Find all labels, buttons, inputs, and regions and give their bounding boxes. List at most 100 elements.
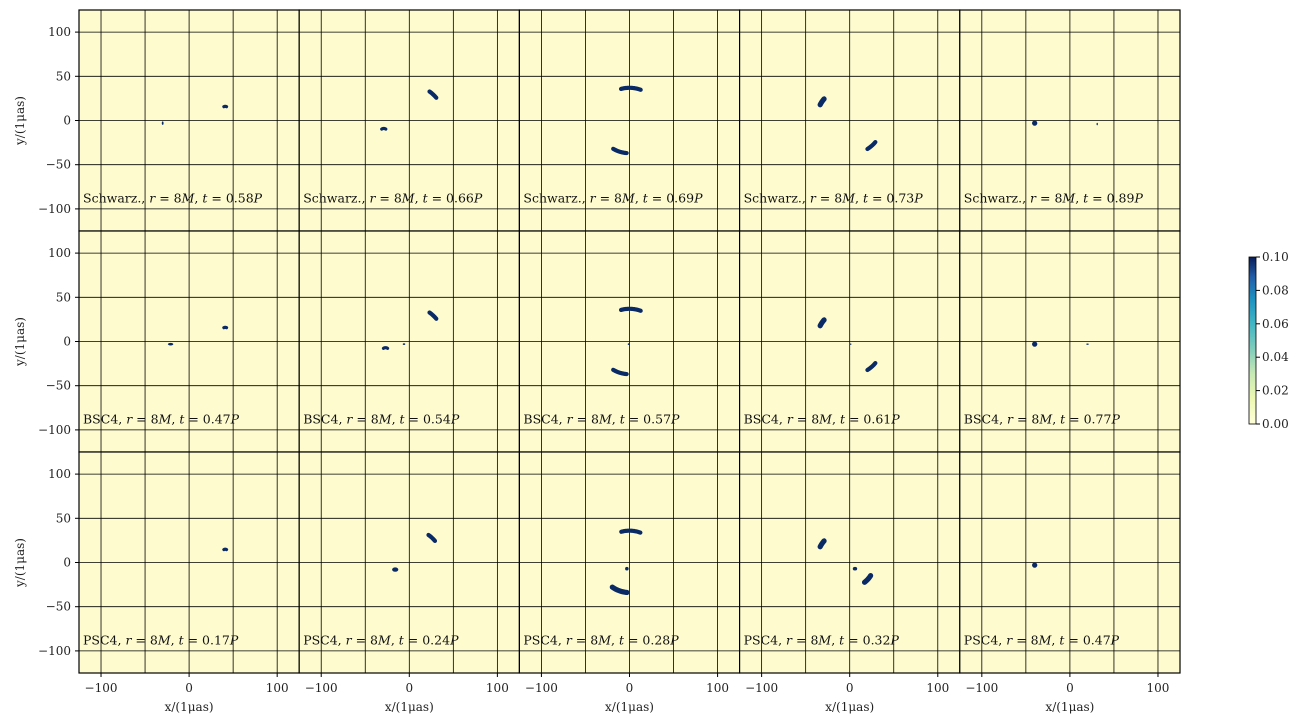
- emission-arc: [426, 532, 438, 544]
- emission-features: [609, 528, 643, 596]
- y-tick-label: −100: [38, 202, 71, 216]
- panel-grid-lines: [959, 452, 1180, 673]
- panel-0-4: Schwarz., r = 8M, t = 0.89P: [959, 9, 1181, 232]
- emission-arc: [427, 89, 439, 100]
- panel-2-2: PSC4, r = 8M, t = 0.28P: [518, 451, 741, 674]
- panel-2-0: PSC4, r = 8M, t = 0.17P: [78, 451, 300, 674]
- panel-grid-lines: [299, 452, 520, 673]
- panel-label: BSC4, r = 8M, t = 0.61P: [744, 411, 901, 426]
- emission-arc: [861, 573, 874, 585]
- panel-grid-lines: [299, 231, 520, 452]
- emission-arc: [619, 528, 643, 535]
- panel-1-0: BSC4, r = 8M, t = 0.47P: [78, 230, 300, 453]
- emission-arc: [611, 367, 629, 377]
- emission-arc: [609, 584, 630, 596]
- y-tick-label: 0: [63, 335, 71, 349]
- panel-label: PSC4, r = 8M, t = 0.24P: [303, 632, 459, 647]
- colorbar-bar: [1248, 256, 1257, 425]
- panel-label: PSC4, r = 8M, t = 0.17P: [83, 632, 239, 647]
- x-tick-label: 0: [626, 681, 634, 695]
- x-tick-label: 100: [266, 681, 289, 695]
- panel-1-1: BSC4, r = 8M, t = 0.54P: [298, 230, 521, 453]
- emission-spot: [1096, 122, 1098, 126]
- emission-spot: [1032, 562, 1038, 568]
- emission-spot: [1086, 343, 1089, 345]
- panel-grid-lines: [959, 231, 1180, 452]
- emission-arc: [865, 360, 878, 373]
- x-tick-label: 0: [846, 681, 854, 695]
- emission-features: [167, 325, 229, 346]
- panel-grid-lines: [79, 10, 300, 231]
- panel-grid-lines: [519, 10, 740, 231]
- panel-label: Schwarz., r = 8M, t = 0.73P: [744, 190, 924, 205]
- emission-features: [1032, 562, 1038, 568]
- x-axis-label: x/(1μas): [825, 700, 874, 714]
- panel-grid-lines: [739, 231, 960, 452]
- emission-spot: [627, 343, 630, 346]
- emission-spot: [392, 567, 399, 572]
- emission-arc: [427, 310, 439, 321]
- x-tick-label: 0: [1066, 681, 1074, 695]
- colorbar-tick-label: 0.10: [1262, 250, 1289, 264]
- x-tick-label: 100: [706, 681, 729, 695]
- emission-features: [817, 317, 878, 373]
- y-tick-label: 100: [48, 467, 71, 481]
- colorbar: 0.10 0.08 0.06 0.04 0.02 0.00: [1248, 250, 1289, 431]
- x-axis-label: x/(1μas): [165, 700, 214, 714]
- y-tick-label: −50: [46, 158, 71, 172]
- emission-features: [817, 538, 874, 585]
- panel-label: PSC4, r = 8M, t = 0.47P: [964, 632, 1120, 647]
- panel-label: BSC4, r = 8M, t = 0.77P: [964, 411, 1121, 426]
- panel-grid-lines: [519, 231, 740, 452]
- panel-grid-lines: [519, 452, 740, 673]
- panel-0-0: Schwarz., r = 8M, t = 0.58P: [78, 9, 300, 232]
- panel-grid: Schwarz., r = 8M, t = 0.58P Schwarz., r =…: [78, 9, 1181, 674]
- y-tick-label: 50: [56, 69, 71, 83]
- panel-label: Schwarz., r = 8M, t = 0.66P: [303, 190, 483, 205]
- emission-spot: [852, 566, 858, 571]
- colorbar-tick-label: 0.02: [1262, 384, 1289, 398]
- panel-label: PSC4, r = 8M, t = 0.32P: [744, 632, 900, 647]
- axis-labels: 100 50 0 −50 −100 y/(1μas) 100 50 0 −50 −100 y/(1μa…: [13, 25, 1169, 714]
- emission-spot: [402, 343, 406, 346]
- panel-2-4: PSC4, r = 8M, t = 0.47P: [959, 451, 1181, 674]
- emission-arc: [865, 139, 878, 152]
- emission-features: [392, 532, 438, 572]
- panel-label: BSC4, r = 8M, t = 0.54P: [303, 411, 460, 426]
- emission-spot: [1032, 341, 1038, 347]
- panel-label: PSC4, r = 8M, t = 0.28P: [523, 632, 679, 647]
- emission-features: [611, 306, 643, 377]
- emission-spot: [1032, 120, 1038, 126]
- colorbar-tick-label: 0.06: [1262, 317, 1289, 331]
- x-axis-label: x/(1μas): [385, 700, 434, 714]
- y-tick-label: 100: [48, 25, 71, 39]
- x-tick-label: 100: [1147, 681, 1170, 695]
- x-axis-label: x/(1μas): [605, 700, 654, 714]
- emission-features: [611, 85, 643, 156]
- panel-grid-lines: [79, 452, 300, 673]
- x-tick-label: 0: [185, 681, 193, 695]
- colorbar-tick-label: 0.04: [1262, 350, 1289, 364]
- panel-1-3: BSC4, r = 8M, t = 0.61P: [738, 230, 961, 453]
- emission-spot: [161, 121, 164, 125]
- y-tick-label: −100: [38, 423, 71, 437]
- panel-label: Schwarz., r = 8M, t = 0.69P: [523, 190, 703, 205]
- panel-0-3: Schwarz., r = 8M, t = 0.73P: [738, 9, 961, 232]
- colorbar-tick-label: 0.08: [1262, 283, 1289, 297]
- y-axis-label: y/(1μas): [13, 538, 27, 588]
- y-axis-label: y/(1μas): [13, 96, 27, 146]
- panel-grid-lines: [299, 10, 520, 231]
- x-tick-label: −100: [525, 681, 558, 695]
- emission-features: [1032, 120, 1098, 126]
- y-tick-label: −50: [46, 600, 71, 614]
- emission-arc: [618, 85, 643, 92]
- emission-spot: [167, 342, 174, 346]
- panel-grid-lines: [79, 231, 300, 452]
- y-tick-label: 0: [63, 556, 71, 570]
- emission-arc: [380, 126, 388, 131]
- panel-1-4: BSC4, r = 8M, t = 0.77P: [959, 230, 1181, 453]
- panel-label: Schwarz., r = 8M, t = 0.58P: [83, 190, 263, 205]
- panel-label: BSC4, r = 8M, t = 0.57P: [523, 411, 680, 426]
- emission-arc: [381, 346, 390, 350]
